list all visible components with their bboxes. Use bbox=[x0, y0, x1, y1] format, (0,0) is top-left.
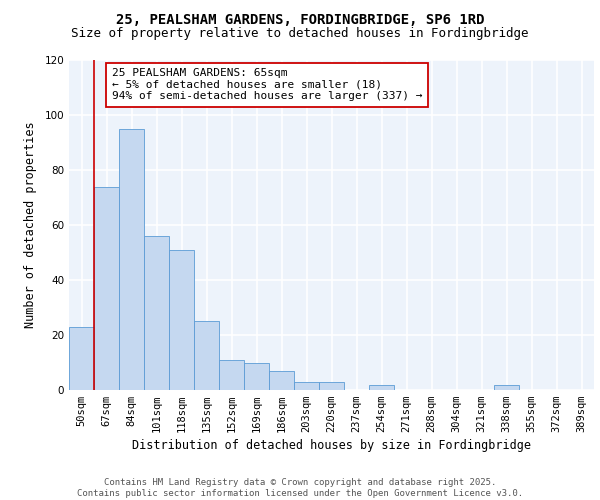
Bar bbox=[369, 384, 394, 390]
Text: Contains HM Land Registry data © Crown copyright and database right 2025.
Contai: Contains HM Land Registry data © Crown c… bbox=[77, 478, 523, 498]
Bar bbox=[494, 384, 519, 390]
Bar bbox=[119, 128, 144, 390]
Bar bbox=[294, 382, 319, 390]
Bar bbox=[169, 250, 194, 390]
Text: Size of property relative to detached houses in Fordingbridge: Size of property relative to detached ho… bbox=[71, 28, 529, 40]
Bar bbox=[69, 327, 94, 390]
Text: 25, PEALSHAM GARDENS, FORDINGBRIDGE, SP6 1RD: 25, PEALSHAM GARDENS, FORDINGBRIDGE, SP6… bbox=[116, 12, 484, 26]
X-axis label: Distribution of detached houses by size in Fordingbridge: Distribution of detached houses by size … bbox=[132, 440, 531, 452]
Bar bbox=[94, 186, 119, 390]
Bar bbox=[269, 371, 294, 390]
Bar bbox=[319, 382, 344, 390]
Text: 25 PEALSHAM GARDENS: 65sqm
← 5% of detached houses are smaller (18)
94% of semi-: 25 PEALSHAM GARDENS: 65sqm ← 5% of detac… bbox=[112, 68, 422, 102]
Bar bbox=[244, 362, 269, 390]
Y-axis label: Number of detached properties: Number of detached properties bbox=[25, 122, 37, 328]
Bar bbox=[194, 322, 219, 390]
Bar bbox=[144, 236, 169, 390]
Bar bbox=[219, 360, 244, 390]
